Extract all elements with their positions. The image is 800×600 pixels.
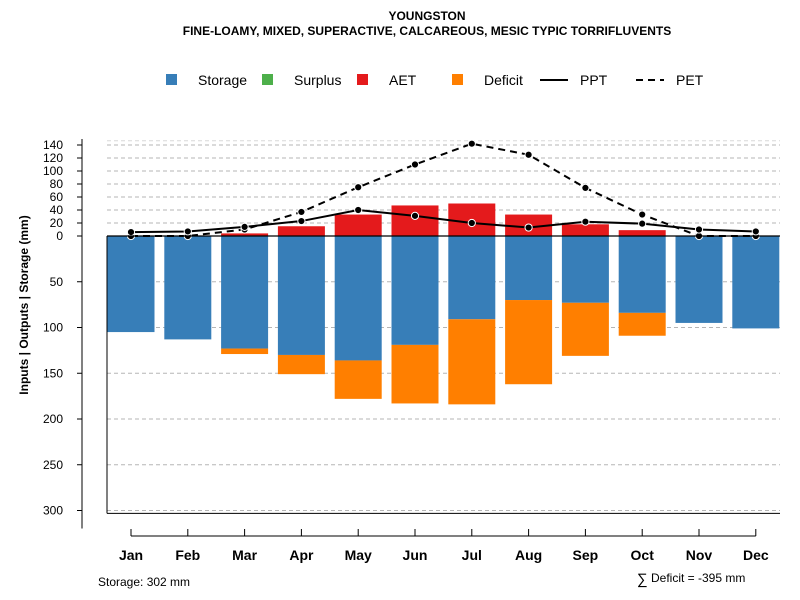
storage-bar-dec xyxy=(732,236,780,329)
ytick-label-140: 140 xyxy=(43,138,63,152)
ytick-label-120: 120 xyxy=(43,151,63,165)
deficit-bar-jul xyxy=(448,319,496,405)
legend: Storage Surplus AET Deficit PPT PET xyxy=(166,72,704,88)
ppt-point-sep xyxy=(581,217,590,226)
ppt-point-dec xyxy=(751,227,760,236)
ppt-point-may xyxy=(354,205,363,215)
storage-bar-apr xyxy=(277,236,325,355)
ppt-point-jul xyxy=(467,218,476,228)
ytick-label-20: 20 xyxy=(50,216,64,230)
pet-point-jun xyxy=(410,160,420,169)
legend-deficit-swatch xyxy=(452,74,463,85)
storage-bar-mar xyxy=(221,236,269,349)
ppt-point-jan xyxy=(126,228,136,237)
deficit-bar-aug xyxy=(505,300,553,385)
legend-storage-label: Storage xyxy=(198,72,247,88)
ytick-label-neg-100: 100 xyxy=(43,321,63,335)
aet-bar-mar xyxy=(221,233,269,236)
deficit-bar-oct xyxy=(618,312,666,336)
deficit-bar-sep xyxy=(561,302,609,356)
aet-bar-apr xyxy=(277,226,325,236)
deficit-bar-may xyxy=(334,360,382,399)
aet-bar-jun xyxy=(391,205,439,236)
xtick-label-mar: Mar xyxy=(232,547,257,563)
ppt-line xyxy=(130,208,756,234)
legend-aet-label: AET xyxy=(389,72,417,88)
legend-surplus-swatch xyxy=(262,74,273,85)
storage-bar-sep xyxy=(561,236,609,303)
legend-surplus-label: Surplus xyxy=(294,72,341,88)
ytick-label-neg-300: 300 xyxy=(43,504,63,518)
bars xyxy=(107,203,780,405)
ytick-label-neg-150: 150 xyxy=(43,366,63,380)
ytick-label-neg-200: 200 xyxy=(43,412,63,426)
legend-ppt-label: PPT xyxy=(580,72,608,88)
deficit-bar-apr xyxy=(277,354,325,375)
storage-bar-aug xyxy=(505,236,553,301)
pet-point-aug xyxy=(524,150,533,159)
xtick-label-oct: Oct xyxy=(631,547,655,563)
storage-bar-oct xyxy=(618,236,666,313)
chart-subtitle: FINE-LOAMY, MIXED, SUPERACTIVE, CALCAREO… xyxy=(183,24,671,38)
ppt-point-feb xyxy=(183,227,192,236)
pet-point-apr xyxy=(297,207,306,217)
pet-point-oct xyxy=(638,210,647,219)
legend-aet-swatch xyxy=(357,74,368,85)
xtick-label-sep: Sep xyxy=(573,547,599,563)
storage-bar-jan xyxy=(107,236,155,333)
xtick-label-feb: Feb xyxy=(175,547,200,563)
ppt-point-nov xyxy=(694,225,704,234)
storage-bar-jun xyxy=(391,236,439,345)
ytick-label-neg-250: 250 xyxy=(43,458,63,472)
storage-bar-feb xyxy=(164,236,212,340)
xtick-label-jun: Jun xyxy=(403,547,428,563)
xtick-label-apr: Apr xyxy=(289,547,314,563)
ytick-label-100: 100 xyxy=(43,164,63,178)
xtick-label-nov: Nov xyxy=(686,547,713,563)
pet-point-sep xyxy=(581,183,590,192)
deficit-bar-mar xyxy=(221,348,269,355)
ytick-label-80: 80 xyxy=(50,177,64,191)
aet-bar-may xyxy=(334,214,382,236)
pet-point-may xyxy=(354,183,363,192)
storage-bar-jul xyxy=(448,236,496,320)
legend-deficit-label: Deficit xyxy=(484,72,523,88)
ytick-label-60: 60 xyxy=(50,190,64,204)
pet-point-jul xyxy=(467,139,476,148)
deficit-note: Deficit = -395 mm xyxy=(651,571,745,585)
deficit-bar-jun xyxy=(391,344,439,404)
legend-storage-swatch xyxy=(166,74,177,85)
xtick-label-jul: Jul xyxy=(462,547,482,563)
chart-title: YOUNGSTON xyxy=(388,9,465,23)
xtick-label-jan: Jan xyxy=(119,547,143,563)
ytick-label-40: 40 xyxy=(50,203,64,217)
ppt-point-apr xyxy=(297,216,306,226)
storage-bar-nov xyxy=(675,236,723,323)
aet-bar-sep xyxy=(561,224,609,236)
ytick-label-neg-50: 50 xyxy=(50,275,64,289)
xtick-label-dec: Dec xyxy=(743,547,769,563)
ytick-label-0: 0 xyxy=(56,229,63,243)
pet-line xyxy=(131,142,756,237)
ppt-point-oct xyxy=(638,219,647,228)
storage-bar-may xyxy=(334,236,382,361)
storage-note: Storage: 302 mm xyxy=(98,575,190,589)
grid-lines xyxy=(107,140,780,511)
ppt-point-mar xyxy=(240,222,249,231)
ppt-point-jun xyxy=(410,211,420,220)
xtick-label-aug: Aug xyxy=(515,547,542,563)
legend-pet-label: PET xyxy=(676,72,704,88)
aet-bar-oct xyxy=(618,230,666,236)
xtick-label-may: May xyxy=(345,547,372,563)
series-lines xyxy=(126,139,760,241)
y-axis-label: Inputs | Outputs | Storage (mm) xyxy=(17,215,31,394)
ppt-point-aug xyxy=(524,223,533,232)
deficit-symbol: ∑ xyxy=(637,571,648,588)
